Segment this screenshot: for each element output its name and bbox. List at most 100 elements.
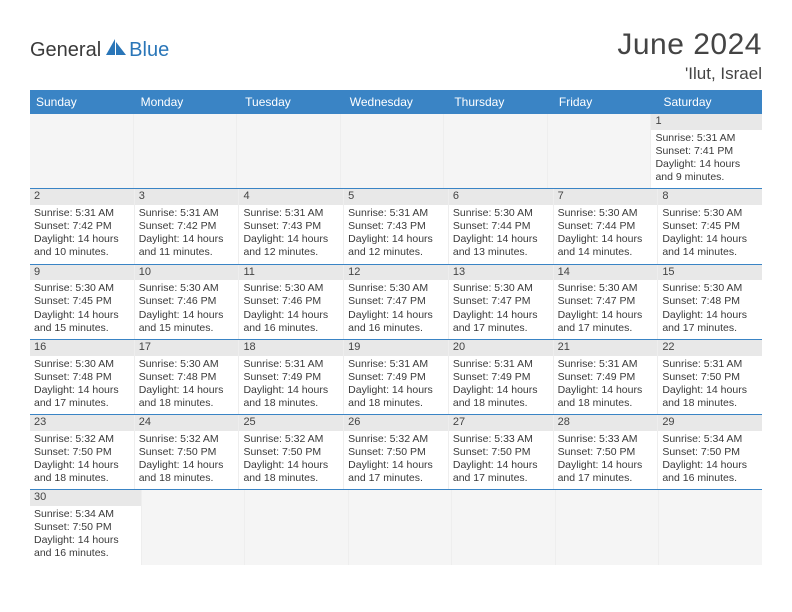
day-info-line: and 17 minutes. <box>453 472 549 485</box>
day-info-line: Sunset: 7:50 PM <box>558 446 654 459</box>
day-info-line: Daylight: 14 hours <box>453 459 549 472</box>
day-info-line: Sunrise: 5:31 AM <box>348 358 444 371</box>
day-info-line: and 18 minutes. <box>348 397 444 410</box>
day-info-line: Sunrise: 5:31 AM <box>453 358 549 371</box>
day-info-line: Daylight: 14 hours <box>348 459 444 472</box>
day-info-line: Daylight: 14 hours <box>662 384 758 397</box>
calendar-grid: SundayMondayTuesdayWednesdayThursdayFrid… <box>30 90 762 565</box>
day-cell: 19Sunrise: 5:31 AMSunset: 7:49 PMDayligh… <box>344 340 449 414</box>
location-label: 'Ilut, Israel <box>617 64 762 84</box>
day-info-line: Sunrise: 5:33 AM <box>453 433 549 446</box>
day-info-line: Sunset: 7:45 PM <box>662 220 758 233</box>
day-info-line: Daylight: 14 hours <box>662 459 758 472</box>
week-row: 23Sunrise: 5:32 AMSunset: 7:50 PMDayligh… <box>30 415 762 490</box>
week-row: 9Sunrise: 5:30 AMSunset: 7:45 PMDaylight… <box>30 265 762 340</box>
day-number: 21 <box>554 340 658 356</box>
day-info-line: Daylight: 14 hours <box>139 309 235 322</box>
day-info-line: Sunrise: 5:31 AM <box>558 358 654 371</box>
day-info-line: Sunrise: 5:30 AM <box>34 282 130 295</box>
empty-day-cell <box>30 114 134 188</box>
day-info-line: Sunset: 7:50 PM <box>34 446 130 459</box>
day-number: 7 <box>554 189 658 205</box>
day-info-line: Sunset: 7:46 PM <box>243 295 339 308</box>
day-cell: 15Sunrise: 5:30 AMSunset: 7:48 PMDayligh… <box>658 265 762 339</box>
day-info-line: Daylight: 14 hours <box>139 459 235 472</box>
day-info-line: Sunrise: 5:31 AM <box>243 358 339 371</box>
day-info-line: and 11 minutes. <box>139 246 235 259</box>
weekday-header: Tuesday <box>239 90 344 114</box>
weekday-header: Thursday <box>448 90 553 114</box>
empty-day-cell <box>548 114 652 188</box>
day-info-line: Sunrise: 5:30 AM <box>34 358 130 371</box>
day-number: 11 <box>239 265 343 281</box>
day-number: 18 <box>239 340 343 356</box>
day-info-line: Daylight: 14 hours <box>558 384 654 397</box>
day-number: 29 <box>658 415 762 431</box>
week-row: 30Sunrise: 5:34 AMSunset: 7:50 PMDayligh… <box>30 490 762 564</box>
day-number: 19 <box>344 340 448 356</box>
day-info-line: Daylight: 14 hours <box>662 309 758 322</box>
day-info-line: Daylight: 14 hours <box>34 309 130 322</box>
month-title: June 2024 <box>617 28 762 62</box>
day-info-line: Daylight: 14 hours <box>34 459 130 472</box>
day-info-line: and 12 minutes. <box>243 246 339 259</box>
weeks-container: 1Sunrise: 5:31 AMSunset: 7:41 PMDaylight… <box>30 114 762 565</box>
week-row: 2Sunrise: 5:31 AMSunset: 7:42 PMDaylight… <box>30 189 762 264</box>
day-info-line: Sunset: 7:43 PM <box>243 220 339 233</box>
day-number: 5 <box>344 189 448 205</box>
day-info-line: Sunrise: 5:31 AM <box>655 132 758 145</box>
day-info-line: Sunrise: 5:34 AM <box>34 508 137 521</box>
day-number: 24 <box>135 415 239 431</box>
day-info-line: and 18 minutes. <box>453 397 549 410</box>
empty-day-cell <box>142 490 246 564</box>
day-number: 17 <box>135 340 239 356</box>
day-info-line: Daylight: 14 hours <box>243 459 339 472</box>
day-number: 1 <box>651 114 762 130</box>
weekday-header: Sunday <box>30 90 135 114</box>
day-info-line: Daylight: 14 hours <box>453 309 549 322</box>
day-info-line: Sunset: 7:42 PM <box>139 220 235 233</box>
day-info-line: Sunrise: 5:34 AM <box>662 433 758 446</box>
day-info-line: and 17 minutes. <box>453 322 549 335</box>
empty-day-cell <box>341 114 445 188</box>
day-info-line: and 15 minutes. <box>34 322 130 335</box>
day-info-line: Sunrise: 5:31 AM <box>34 207 130 220</box>
day-cell: 8Sunrise: 5:30 AMSunset: 7:45 PMDaylight… <box>658 189 762 263</box>
day-info-line: and 15 minutes. <box>139 322 235 335</box>
weekday-header: Friday <box>553 90 658 114</box>
week-row: 1Sunrise: 5:31 AMSunset: 7:41 PMDaylight… <box>30 114 762 189</box>
day-info-line: and 17 minutes. <box>34 397 130 410</box>
empty-day-cell <box>245 490 349 564</box>
day-info-line: and 16 minutes. <box>662 472 758 485</box>
day-info-line: Sunset: 7:47 PM <box>558 295 654 308</box>
day-cell: 17Sunrise: 5:30 AMSunset: 7:48 PMDayligh… <box>135 340 240 414</box>
day-cell: 27Sunrise: 5:33 AMSunset: 7:50 PMDayligh… <box>449 415 554 489</box>
day-info-line: Daylight: 14 hours <box>558 233 654 246</box>
day-info-line: Sunset: 7:50 PM <box>243 446 339 459</box>
day-cell: 11Sunrise: 5:30 AMSunset: 7:46 PMDayligh… <box>239 265 344 339</box>
day-info-line: Daylight: 14 hours <box>655 158 758 171</box>
empty-day-cell <box>237 114 341 188</box>
day-info-line: Sunrise: 5:30 AM <box>139 282 235 295</box>
day-cell: 5Sunrise: 5:31 AMSunset: 7:43 PMDaylight… <box>344 189 449 263</box>
day-number: 4 <box>239 189 343 205</box>
day-info-line: and 17 minutes. <box>558 472 654 485</box>
day-cell: 2Sunrise: 5:31 AMSunset: 7:42 PMDaylight… <box>30 189 135 263</box>
empty-day-cell <box>659 490 762 564</box>
day-info-line: and 16 minutes. <box>243 322 339 335</box>
day-info-line: Sunset: 7:48 PM <box>139 371 235 384</box>
day-info-line: Sunrise: 5:31 AM <box>243 207 339 220</box>
day-number: 3 <box>135 189 239 205</box>
day-info-line: and 16 minutes. <box>34 547 137 560</box>
day-info-line: and 17 minutes. <box>348 472 444 485</box>
day-info-line: Daylight: 14 hours <box>139 233 235 246</box>
day-cell: 22Sunrise: 5:31 AMSunset: 7:50 PMDayligh… <box>658 340 762 414</box>
day-cell: 18Sunrise: 5:31 AMSunset: 7:49 PMDayligh… <box>239 340 344 414</box>
day-info-line: Sunset: 7:50 PM <box>662 371 758 384</box>
day-cell: 16Sunrise: 5:30 AMSunset: 7:48 PMDayligh… <box>30 340 135 414</box>
day-info-line: and 18 minutes. <box>243 472 339 485</box>
day-cell: 13Sunrise: 5:30 AMSunset: 7:47 PMDayligh… <box>449 265 554 339</box>
day-number: 10 <box>135 265 239 281</box>
empty-day-cell <box>556 490 660 564</box>
day-info-line: Daylight: 14 hours <box>34 233 130 246</box>
